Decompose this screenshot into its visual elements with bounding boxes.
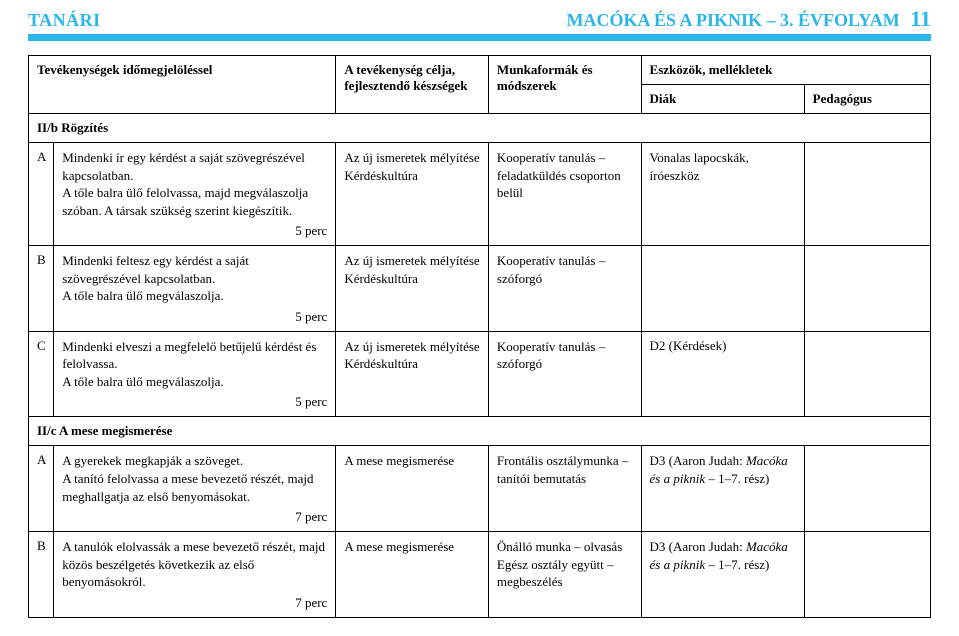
table-row: A A gyerekek megkapják a szöveget.A taní…: [29, 446, 931, 532]
row-desc: Mindenki elveszi a megfelelő betűjelű ké…: [62, 339, 316, 389]
th-tools-group: Eszközök, mellékletek: [641, 56, 930, 85]
row-desc-cell: Mindenki elveszi a megfelelő betűjelű ké…: [54, 331, 336, 417]
table-row: B A tanulók elolvassák a mese bevezető r…: [29, 532, 931, 618]
activity-table: Tevékenységek időmegjelöléssel A tevéken…: [28, 55, 931, 618]
row-desc: A gyerekek megkapják a szöveget.A tanító…: [62, 453, 313, 503]
row-diak-cell: D3 (Aaron Judah: Macóka és a piknik – 1–…: [641, 532, 804, 618]
row-label: B: [29, 246, 54, 332]
header-rule-wrap: [0, 34, 959, 41]
row-desc: Mindenki ír egy kérdést a saját szövegré…: [62, 150, 308, 218]
section-row-iic: II/c A mese megismerése: [29, 417, 931, 446]
row-diak-post: – 1–7. rész): [705, 471, 769, 486]
page-root: TANÁRI MACÓKA ÉS A PIKNIK – 3. ÉVFOLYAM …: [0, 0, 959, 636]
row-diak-pre: D3 (Aaron Judah:: [650, 453, 746, 468]
row-pedag: [804, 331, 930, 417]
row-desc-cell: A gyerekek megkapják a szöveget.A tanító…: [54, 446, 336, 532]
table-row: C Mindenki elveszi a megfelelő betűjelű …: [29, 331, 931, 417]
row-diak: Vonalas lapocskák, íróeszköz: [641, 143, 804, 246]
row-desc-cell: Mindenki ír egy kérdést a saját szövegré…: [54, 143, 336, 246]
table-row: B Mindenki feltesz egy kérdést a saját s…: [29, 246, 931, 332]
row-method: Kooperatív tanulás – feladatküldés csopo…: [488, 143, 641, 246]
table-wrap: Tevékenységek időmegjelöléssel A tevéken…: [0, 55, 959, 618]
header-page-number: 11: [910, 6, 931, 31]
row-desc: A tanulók elolvassák a mese bevezető rés…: [62, 539, 325, 589]
table-row: A Mindenki ír egy kérdést a saját szöveg…: [29, 143, 931, 246]
row-pedag: [804, 446, 930, 532]
page-header: TANÁRI MACÓKA ÉS A PIKNIK – 3. ÉVFOLYAM …: [0, 0, 959, 34]
table-header-row-1: Tevékenységek időmegjelöléssel A tevéken…: [29, 56, 931, 85]
row-method: Önálló munka – olvasásEgész osztály együ…: [488, 532, 641, 618]
section-label-iic: II/c A mese megismerése: [29, 417, 931, 446]
row-goal: Az új ismeretek mélyítéseKérdéskultúra: [336, 246, 489, 332]
row-label: A: [29, 143, 54, 246]
section-label-iib: II/b Rögzítés: [29, 114, 931, 143]
row-pedag: [804, 246, 930, 332]
th-goal: A tevékenység célja, fejlesztendő készsé…: [336, 56, 489, 114]
row-duration: 5 perc: [62, 223, 327, 239]
th-diak: Diák: [641, 85, 804, 114]
row-diak-post: – 1–7. rész): [705, 557, 769, 572]
row-diak-pre: D3 (Aaron Judah:: [650, 539, 746, 554]
row-label: A: [29, 446, 54, 532]
header-left: TANÁRI: [28, 10, 101, 31]
row-duration: 7 perc: [62, 509, 327, 525]
row-desc: Mindenki feltesz egy kérdést a saját szö…: [62, 253, 249, 303]
row-duration: 7 perc: [62, 595, 327, 611]
row-method: Kooperatív tanulás – szóforgó: [488, 331, 641, 417]
row-label: C: [29, 331, 54, 417]
header-rule: [28, 34, 931, 41]
header-right: MACÓKA ÉS A PIKNIK – 3. ÉVFOLYAM 11: [566, 6, 931, 32]
header-title: MACÓKA ÉS A PIKNIK – 3. ÉVFOLYAM: [566, 10, 899, 30]
row-goal: A mese megismerése: [336, 532, 489, 618]
row-label: B: [29, 532, 54, 618]
row-goal: Az új ismeretek mélyítéseKérdéskultúra: [336, 143, 489, 246]
row-duration: 5 perc: [62, 309, 327, 325]
row-diak: D2 (Kérdések): [641, 331, 804, 417]
th-activities: Tevékenységek időmegjelöléssel: [29, 56, 336, 114]
section-row-iib: II/b Rögzítés: [29, 114, 931, 143]
row-diak: [641, 246, 804, 332]
row-pedag: [804, 143, 930, 246]
th-pedagogus: Pedagógus: [804, 85, 930, 114]
row-desc-cell: Mindenki feltesz egy kérdést a saját szö…: [54, 246, 336, 332]
row-duration: 5 perc: [62, 394, 327, 410]
row-desc-cell: A tanulók elolvassák a mese bevezető rés…: [54, 532, 336, 618]
row-goal: A mese megismerése: [336, 446, 489, 532]
row-diak-cell: D3 (Aaron Judah: Macóka és a piknik – 1–…: [641, 446, 804, 532]
row-pedag: [804, 532, 930, 618]
th-method: Munkaformák és módszerek: [488, 56, 641, 114]
row-method: Kooperatív tanulás – szóforgó: [488, 246, 641, 332]
row-method: Frontális osztálymunka – tanítói bemutat…: [488, 446, 641, 532]
row-goal: Az új ismeretek mélyítéseKérdéskultúra: [336, 331, 489, 417]
